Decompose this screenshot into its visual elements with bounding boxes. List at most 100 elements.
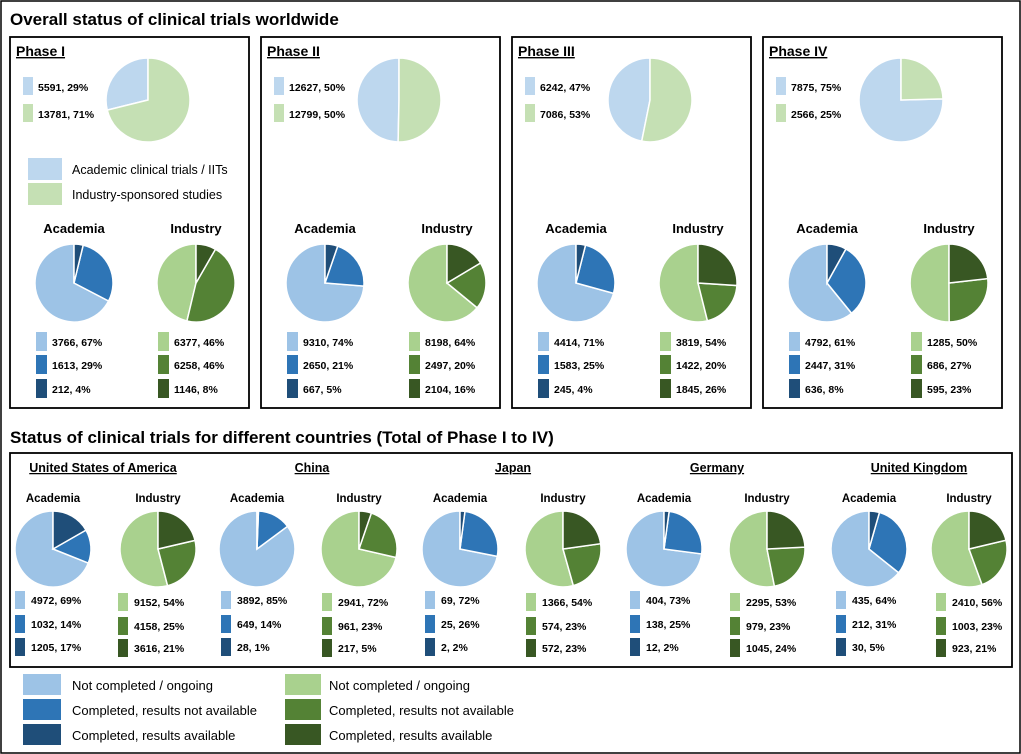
- overall-pie-slice-1: [397, 57, 442, 143]
- industry-swatch-0: [158, 332, 169, 351]
- academia-swatch-2: [36, 379, 47, 398]
- academia-label-1: 2650, 21%: [303, 360, 354, 372]
- industry-pie-slice-2: [157, 510, 196, 550]
- overall-swatch-1: [23, 104, 33, 122]
- industry-label-0: 1285, 50%: [927, 337, 978, 349]
- academia-pie-slice-2: [826, 243, 847, 286]
- overall-pie-slice-0: [105, 57, 149, 111]
- academia-swatch-1: [221, 615, 231, 633]
- academia-label-1: 212, 31%: [852, 619, 897, 631]
- phase-panel-border: [260, 36, 501, 409]
- overall-legend-swatch-industry: [28, 183, 62, 205]
- industry-label-1: 574, 23%: [542, 621, 587, 633]
- academia-label-0: 4414, 71%: [554, 337, 605, 349]
- academia-swatch-2: [836, 638, 846, 656]
- industry-pie-slice-2: [948, 243, 989, 284]
- country-3: Japan Academia Industry 69, 72% 25, 26% 2, 2%…: [421, 461, 602, 657]
- overall-label-0: 6242, 47%: [540, 82, 591, 94]
- industry-subtitle: Industry: [336, 493, 382, 505]
- industry-subtitle: Industry: [421, 221, 473, 236]
- academia-label-2: 212, 4%: [52, 384, 91, 396]
- academia-label-2: 1205, 17%: [31, 642, 82, 654]
- academia-swatch-0: [221, 591, 231, 609]
- academia-subtitle: Academia: [230, 493, 285, 505]
- academia-label-2: 30, 5%: [852, 642, 885, 654]
- academia-label-1: 138, 25%: [646, 619, 691, 631]
- overall-label-0: 12627, 50%: [289, 82, 346, 94]
- academia-subtitle: Academia: [545, 221, 607, 236]
- industry-pie-slice-2: [446, 243, 482, 285]
- industry-label-2: 3616, 21%: [134, 643, 185, 655]
- academia-swatch-1: [15, 615, 25, 633]
- industry-swatch-0: [936, 593, 946, 611]
- academia-subtitle: Academia: [43, 221, 105, 236]
- industry-label-2: 595, 23%: [927, 384, 972, 396]
- industry-label-0: 3819, 54%: [676, 337, 727, 349]
- academia-swatch-0: [425, 591, 435, 609]
- industry-pie-slice-0: [156, 243, 197, 322]
- academia-swatch-0: [836, 591, 846, 609]
- industry-pie-slice-2: [766, 510, 806, 550]
- overall-pie-slice-1: [640, 57, 693, 143]
- industry-label-0: 2410, 56%: [952, 597, 1003, 609]
- academia-subtitle: Academia: [637, 493, 692, 505]
- academia-label-0: 404, 73%: [646, 595, 691, 607]
- legend-academia-swatch-0: [23, 674, 61, 695]
- academia-label-2: 667, 5%: [303, 384, 342, 396]
- industry-pie-slice-1: [562, 542, 602, 587]
- overall-legend-swatch-academic: [28, 158, 62, 180]
- overall-label-0: 7875, 75%: [791, 82, 842, 94]
- industry-label-0: 8198, 64%: [425, 337, 476, 349]
- status-legend: Not completed / ongoing Completed, result…: [23, 674, 514, 745]
- industry-pie-slice-1: [766, 546, 806, 588]
- academia-pie-slice-2: [663, 510, 671, 550]
- academia-swatch-2: [538, 379, 549, 398]
- academia-label-2: 12, 2%: [646, 642, 679, 654]
- academia-pie-slice-2: [868, 510, 881, 550]
- legend-industry-label-1: Completed, results not available: [329, 703, 514, 718]
- academia-pie-slice-2: [575, 243, 587, 284]
- industry-label-1: 686, 27%: [927, 360, 972, 372]
- country-2: China Academia Industry 3892, 85% 649, 14% 28…: [218, 461, 398, 657]
- industry-label-0: 2295, 53%: [746, 597, 797, 609]
- industry-swatch-2: [118, 639, 128, 657]
- country-title: Japan: [495, 461, 531, 475]
- industry-pie-slice-2: [562, 510, 602, 550]
- academia-pie-slice-0: [787, 243, 853, 323]
- industry-pie-slice-1: [697, 282, 738, 322]
- industry-label-0: 6377, 46%: [174, 337, 225, 349]
- overall-label-1: 7086, 53%: [540, 109, 591, 121]
- academia-swatch-2: [425, 638, 435, 656]
- academia-swatch-2: [630, 638, 640, 656]
- phase-panel-4: Phase IV 7875, 75% 2566, 25% Academia Indust…: [762, 36, 1003, 409]
- academia-label-1: 1032, 14%: [31, 619, 82, 631]
- legend-industry-swatch-0: [285, 674, 321, 695]
- industry-label-1: 1003, 23%: [952, 621, 1003, 633]
- phase-panel-2: Phase II 12627, 50% 12799, 50% Academia Indu…: [260, 36, 501, 409]
- legend-academia-swatch-2: [23, 724, 61, 745]
- academia-pie-slice-1: [73, 244, 114, 303]
- industry-swatch-0: [409, 332, 420, 351]
- overall-pie-slice-0: [858, 57, 944, 143]
- industry-pie-slice-2: [358, 510, 373, 550]
- country-4: Germany Academia Industry 404, 73% 138, 25% 1…: [625, 461, 806, 657]
- academia-swatch-1: [287, 355, 298, 374]
- academia-swatch-0: [630, 591, 640, 609]
- overall-pie-slice-1: [106, 57, 191, 143]
- industry-swatch-0: [660, 332, 671, 351]
- industry-label-1: 961, 23%: [338, 621, 383, 633]
- industry-pie-slice-0: [728, 510, 776, 588]
- industry-pie-slice-1: [445, 261, 487, 309]
- academia-label-1: 2447, 31%: [805, 360, 856, 372]
- industry-swatch-2: [730, 639, 740, 657]
- academia-subtitle: Academia: [796, 221, 858, 236]
- industry-subtitle: Industry: [170, 221, 222, 236]
- industry-pie-slice-1: [358, 512, 398, 559]
- academia-pie-slice-1: [868, 511, 908, 574]
- overall-pie-slice-1: [900, 57, 944, 101]
- industry-label-2: 1845, 26%: [676, 384, 727, 396]
- academia-label-0: 4972, 69%: [31, 595, 82, 607]
- industry-subtitle: Industry: [946, 493, 992, 505]
- phase-panel-3: Phase III 6242, 47% 7086, 53% Academia Indus…: [511, 36, 752, 409]
- legend-industry-label-2: Completed, results available: [329, 728, 492, 743]
